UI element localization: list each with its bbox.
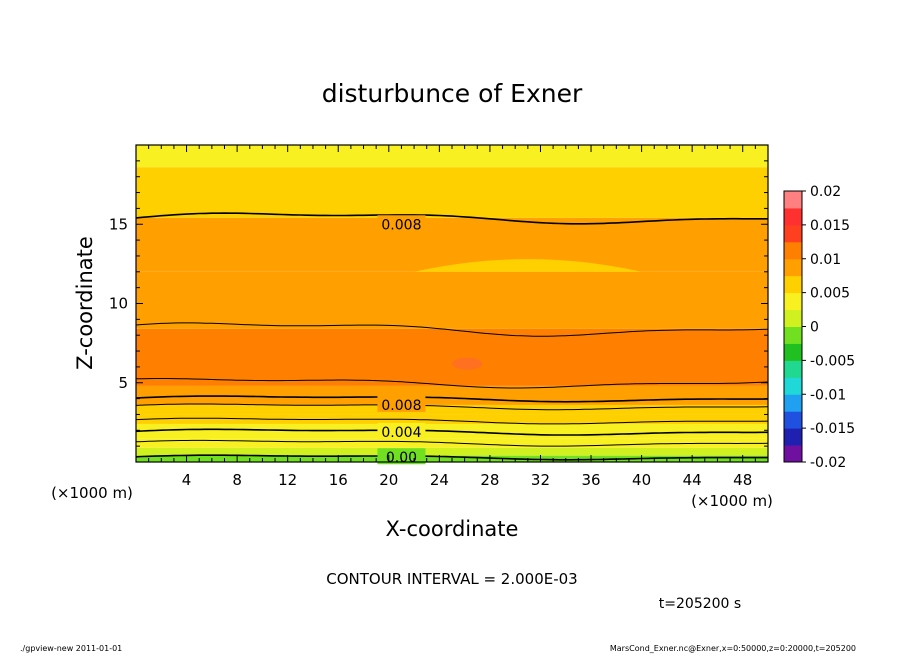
contour-label: 0.008 — [381, 217, 421, 233]
y-axis: 5 10 15 — [109, 160, 768, 447]
footer-left-text: ./gpview-new 2011-01-01 — [20, 644, 122, 653]
field-max-blob — [452, 357, 483, 370]
colorbar-swatch — [784, 275, 802, 294]
field-band — [136, 328, 768, 386]
x-tick-label: 4 — [182, 471, 192, 489]
contour-line — [135, 212, 768, 225]
x-tick-label: 44 — [683, 471, 702, 489]
colorbar-tick-label: 0.005 — [810, 286, 850, 302]
x-tick-label: 24 — [430, 471, 449, 489]
contour-line — [135, 395, 769, 403]
contour-label: 0.004 — [381, 425, 421, 441]
contour-label: 0.008 — [381, 398, 421, 414]
colorbar-swatch — [784, 224, 802, 243]
contour-line — [135, 378, 769, 389]
x-tick-label: 16 — [329, 471, 348, 489]
field-band-bump — [414, 259, 642, 272]
chart-title: disturbunce of Exner — [322, 79, 583, 108]
y-axis-label: Z-coordinate — [73, 236, 97, 370]
x-tick-label: 32 — [531, 471, 550, 489]
field-band — [136, 385, 768, 405]
contour-label-bg — [377, 395, 426, 412]
x-tick-label: 12 — [278, 471, 297, 489]
contour-label-bg — [377, 422, 426, 439]
colorbar-swatch — [784, 428, 802, 446]
colorbar-swatch — [784, 411, 802, 429]
colorbar-swatch — [784, 326, 802, 344]
colorbar-swatch — [784, 241, 802, 260]
field-band — [136, 271, 768, 329]
colorbar-tick-label: 0.01 — [810, 252, 841, 268]
x-tick-label: 36 — [581, 471, 600, 489]
x-tick-label: 28 — [480, 471, 499, 489]
colorbar-swatch — [784, 394, 802, 412]
contour-line — [135, 403, 769, 411]
contour-label-bg — [377, 448, 426, 465]
colorbar-tick-label: -0.005 — [810, 353, 855, 369]
y-tick-label: 5 — [118, 374, 128, 392]
colorbar-swatch — [784, 207, 802, 226]
x-tick-label: 8 — [232, 471, 242, 489]
contour-lines — [135, 212, 769, 461]
x-tick-label: 48 — [733, 471, 752, 489]
colorbar-swatch — [784, 445, 802, 463]
colorbar-tick-label: -0.01 — [810, 387, 846, 403]
colorbar-swatch — [784, 377, 802, 395]
colorbar-tick-label: 0.015 — [810, 218, 850, 234]
field-band — [136, 414, 768, 424]
plot-area — [136, 145, 768, 462]
time-text: t=205200 s — [659, 596, 741, 612]
x-axis-label: X-coordinate — [386, 517, 519, 541]
field-band — [136, 167, 768, 218]
field-band — [136, 145, 768, 168]
colorbar: 0.02 0.015 0.01 0.005 0 -0.005 -0.01 -0.015 -0.0… — [783, 184, 855, 471]
field-band — [136, 217, 768, 272]
colorbar-tick-label: -0.015 — [810, 421, 855, 437]
y-axis-unit: (×1000 m) — [51, 484, 133, 502]
contour-line — [135, 454, 768, 461]
colorbar-swatch — [784, 258, 802, 277]
colorbar-swatch — [784, 343, 802, 361]
contour-line — [135, 428, 768, 436]
contour-line — [135, 322, 769, 337]
colorbar-swatch — [784, 292, 802, 311]
colorbar-tick-label: 0 — [810, 320, 819, 336]
field-band — [136, 447, 768, 456]
colorbar-swatch — [784, 309, 802, 327]
colorbar-swatch — [784, 360, 802, 378]
field-band — [136, 404, 768, 415]
colorbar-tick-label: -0.02 — [810, 455, 846, 471]
contour-line — [135, 417, 769, 425]
contour-line — [135, 439, 769, 447]
x-axis: 4 8 12 16 20 24 28 32 36 40 44 48 — [148, 145, 756, 489]
contour-interval-text: CONTOUR INTERVAL = 2.000E-03 — [326, 570, 577, 588]
y-tick-label: 15 — [109, 215, 128, 233]
colorbar-tick-label: 0.02 — [810, 184, 841, 200]
footer-right-text: MarsCond_Exner.nc@Exner,x=0:50000,z=0:20… — [610, 644, 856, 653]
contour-label-bg — [377, 215, 426, 232]
x-tick-label: 20 — [379, 471, 398, 489]
x-tick-label: 40 — [632, 471, 651, 489]
x-axis-unit: (×1000 m) — [691, 492, 773, 510]
y-tick-label: 10 — [109, 295, 128, 313]
colorbar-swatch — [784, 191, 802, 209]
